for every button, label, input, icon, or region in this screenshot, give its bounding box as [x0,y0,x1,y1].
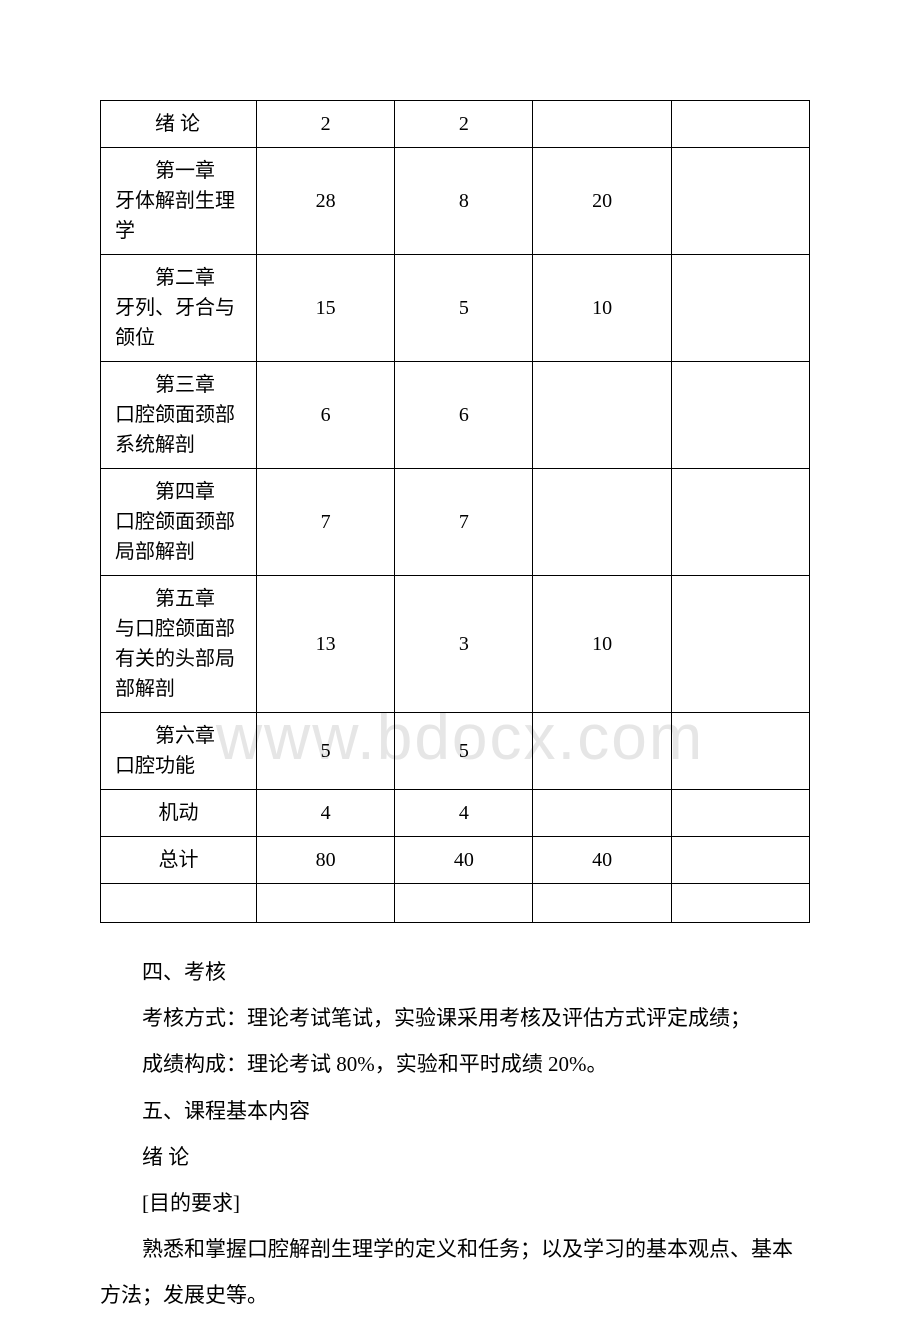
table-cell [533,790,671,837]
table-row: 第一章牙体解剖生理学28820 [101,148,810,255]
row-label: 第二章牙列、牙合与颌位 [101,255,257,362]
table-cell: 6 [395,362,533,469]
table-cell [256,884,394,923]
document-page: 绪 论22第一章牙体解剖生理学28820第二章牙列、牙合与颌位15510第三章口… [0,0,920,1319]
body-text: 四、考核 考核方式：理论考试笔试，实验课采用考核及评估方式评定成绩； 成绩构成：… [100,949,810,1319]
table-cell [395,884,533,923]
table-cell: 40 [533,837,671,884]
table-cell [671,101,809,148]
table-cell: 4 [256,790,394,837]
table-cell: 10 [533,576,671,713]
row-label [101,884,257,923]
heading-course-content: 五、课程基本内容 [100,1088,810,1134]
heading-assessment: 四、考核 [100,949,810,995]
row-label: 第五章与口腔颌面部有关的头部局部解剖 [101,576,257,713]
hours-table: 绪 论22第一章牙体解剖生理学28820第二章牙列、牙合与颌位15510第三章口… [100,100,810,923]
table-cell [671,576,809,713]
table-row: 总计804040 [101,837,810,884]
table-cell [671,884,809,923]
table-cell: 5 [395,255,533,362]
table-cell [671,790,809,837]
table-cell [671,469,809,576]
row-label: 第一章牙体解剖生理学 [101,148,257,255]
para-objective-body: 熟悉和掌握口腔解剖生理学的定义和任务；以及学习的基本观点、基本方法；发展史等。 [100,1226,810,1318]
table-cell: 7 [395,469,533,576]
table-cell [671,713,809,790]
row-label: 第三章口腔颌面颈部系统解剖 [101,362,257,469]
table-cell: 7 [256,469,394,576]
table-cell: 40 [395,837,533,884]
table-row: 机动44 [101,790,810,837]
table-row: 第四章口腔颌面颈部局部解剖77 [101,469,810,576]
table-cell: 5 [256,713,394,790]
heading-objective: [目的要求] [100,1180,810,1226]
table-cell: 80 [256,837,394,884]
table-cell: 28 [256,148,394,255]
table-row [101,884,810,923]
table-cell: 20 [533,148,671,255]
table-row: 第二章牙列、牙合与颌位15510 [101,255,810,362]
table-row: 第五章与口腔颌面部有关的头部局部解剖13310 [101,576,810,713]
table-row: 第三章口腔颌面颈部系统解剖66 [101,362,810,469]
table-cell: 6 [256,362,394,469]
table-cell: 15 [256,255,394,362]
table-cell: 2 [256,101,394,148]
row-label: 绪 论 [101,101,257,148]
table-cell [671,255,809,362]
table-cell [533,713,671,790]
table-cell: 3 [395,576,533,713]
table-cell: 2 [395,101,533,148]
table-cell [671,148,809,255]
table-cell: 8 [395,148,533,255]
table-cell [671,362,809,469]
table-cell: 4 [395,790,533,837]
table-cell [533,469,671,576]
heading-intro: 绪 论 [100,1134,810,1180]
table-cell [533,362,671,469]
row-label: 总计 [101,837,257,884]
table-cell: 13 [256,576,394,713]
table-row: 第六章口腔功能55 [101,713,810,790]
table-row: 绪 论22 [101,101,810,148]
table-cell [671,837,809,884]
table-cell [533,101,671,148]
table-cell [533,884,671,923]
row-label: 机动 [101,790,257,837]
row-label: 第四章口腔颌面颈部局部解剖 [101,469,257,576]
row-label: 第六章口腔功能 [101,713,257,790]
para-assessment-method: 考核方式：理论考试笔试，实验课采用考核及评估方式评定成绩； [100,995,810,1041]
table-cell: 10 [533,255,671,362]
para-grade-composition: 成绩构成：理论考试 80%，实验和平时成绩 20%。 [100,1041,810,1087]
table-cell: 5 [395,713,533,790]
